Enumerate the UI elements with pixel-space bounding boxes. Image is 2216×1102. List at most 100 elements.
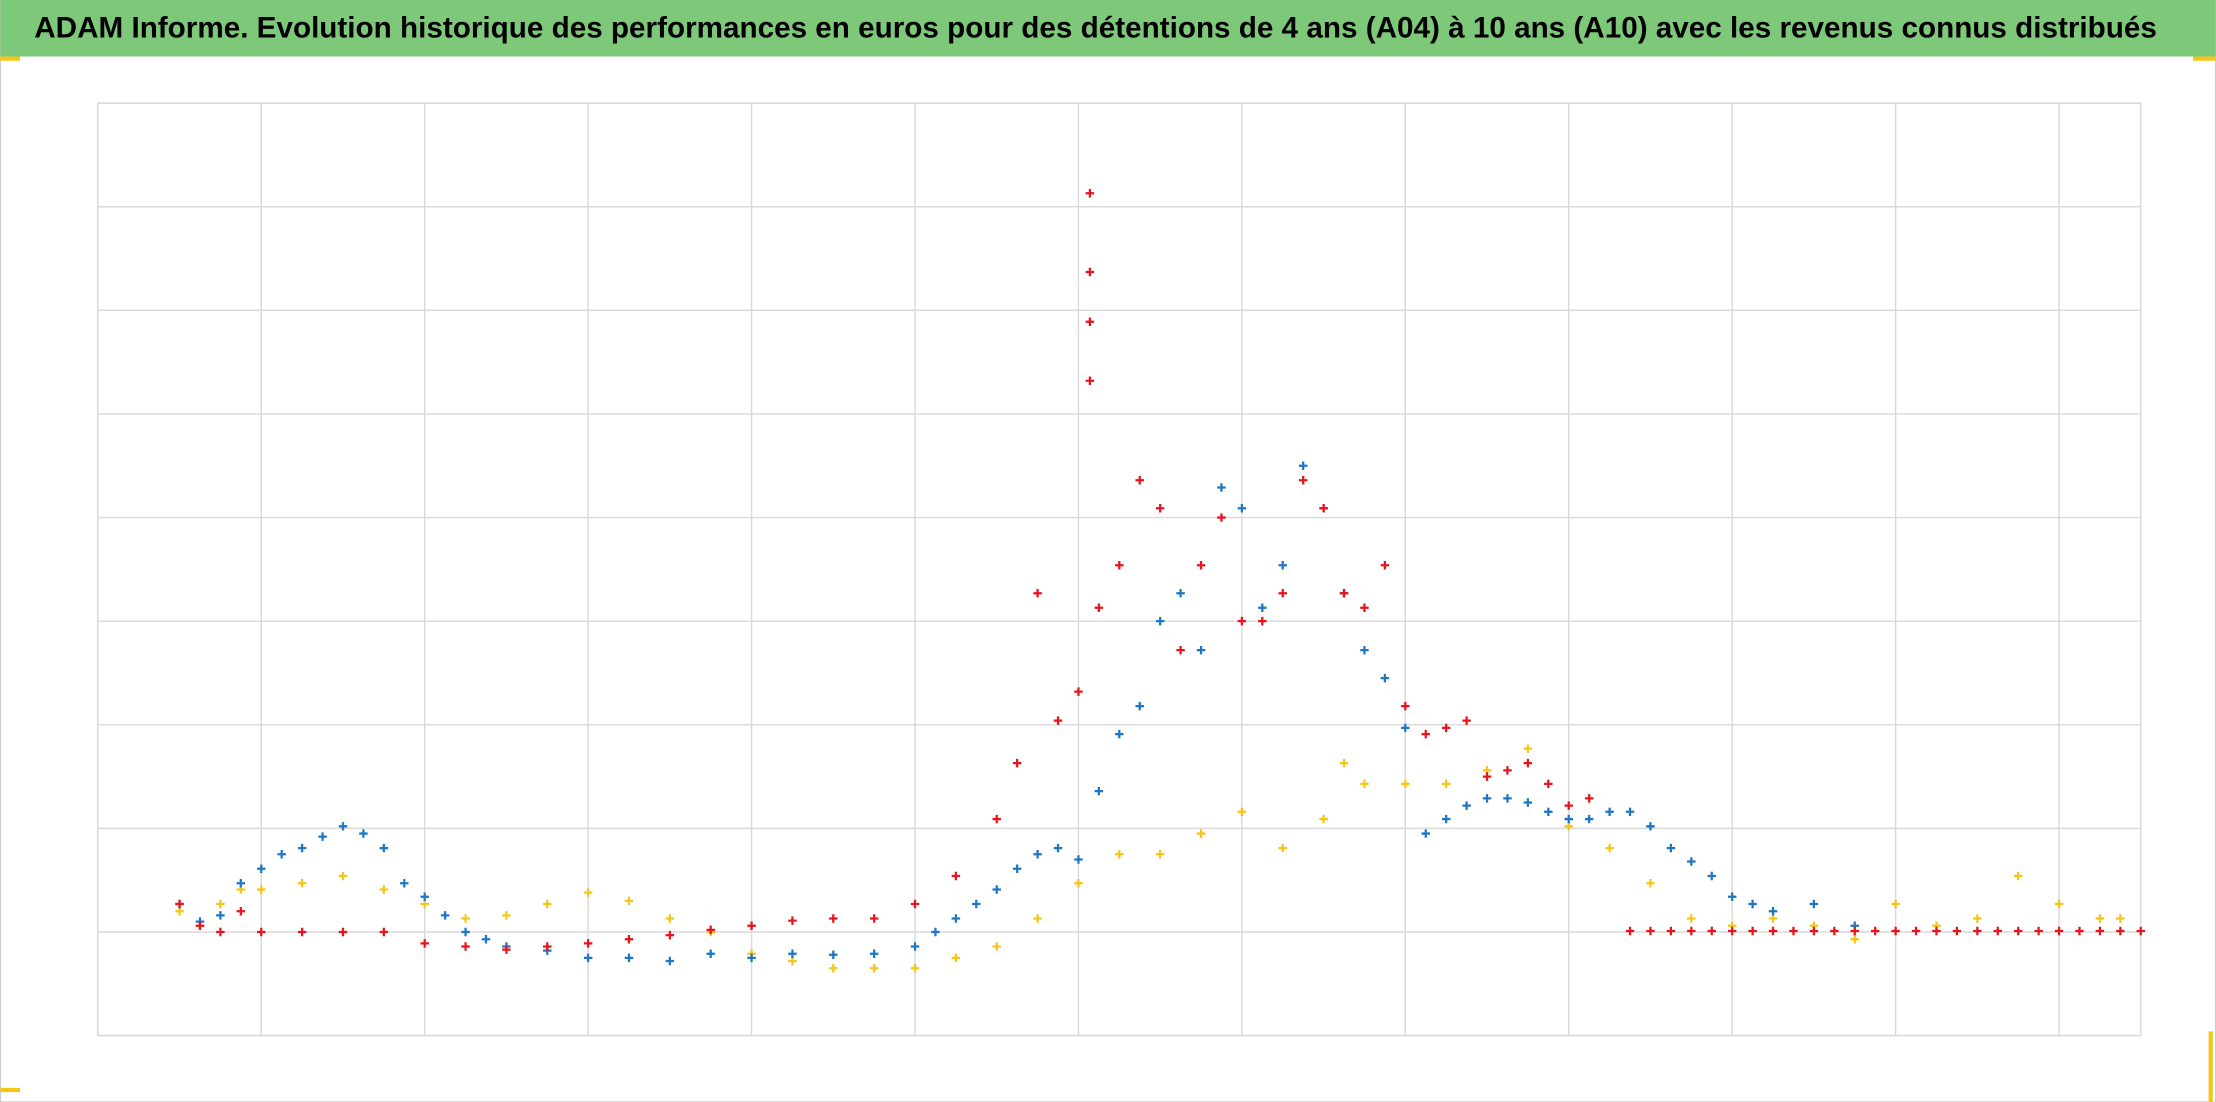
point [1584, 814, 1594, 824]
point [1523, 758, 1533, 768]
point [1085, 189, 1095, 198]
point [1278, 560, 1287, 570]
point [1768, 926, 1778, 936]
point [1085, 267, 1095, 277]
point [1932, 926, 1941, 936]
point [583, 953, 593, 963]
point [338, 871, 348, 881]
point [1094, 786, 1104, 796]
point [1298, 461, 1308, 470]
point [665, 956, 675, 966]
point [910, 899, 920, 909]
point [2095, 914, 2105, 923]
point [1707, 926, 1716, 936]
point [1115, 729, 1124, 739]
point [461, 942, 470, 951]
corner-mark [0, 56, 21, 61]
point [359, 829, 368, 838]
point [1646, 822, 1655, 831]
point [257, 885, 266, 894]
point [1196, 829, 1206, 838]
point [1891, 899, 1900, 909]
point [1401, 723, 1410, 733]
point [1707, 871, 1716, 881]
point [1523, 744, 1533, 753]
point [1155, 850, 1165, 859]
point [1176, 588, 1185, 598]
point [1727, 892, 1737, 902]
point [747, 921, 756, 931]
point [829, 964, 838, 973]
point [338, 927, 348, 937]
point [1727, 926, 1737, 936]
point [992, 885, 1001, 894]
point [1033, 850, 1042, 859]
point [665, 914, 675, 923]
point [1482, 794, 1492, 803]
point [869, 964, 879, 973]
point [1360, 779, 1369, 789]
point [1503, 766, 1512, 775]
point [338, 822, 348, 831]
point [543, 942, 552, 951]
point [1053, 843, 1063, 853]
point [1768, 907, 1778, 916]
point [1196, 560, 1206, 570]
corner-mark [2193, 56, 2216, 61]
point [1421, 729, 1430, 739]
point [869, 914, 879, 923]
point [1462, 716, 1471, 725]
point [1666, 843, 1676, 853]
point [1176, 645, 1185, 655]
point [1319, 814, 1328, 824]
point [502, 911, 511, 920]
point [1564, 814, 1573, 824]
point [788, 949, 797, 958]
point [583, 888, 593, 897]
point [1973, 926, 1982, 936]
point [1380, 560, 1390, 570]
point [1012, 864, 1022, 874]
point [1441, 814, 1451, 824]
point [400, 879, 409, 888]
point [1278, 588, 1287, 598]
point [1625, 807, 1635, 817]
point [829, 950, 838, 960]
point [1094, 603, 1104, 612]
point [1258, 616, 1267, 626]
point [951, 953, 961, 963]
point [440, 911, 450, 920]
point [910, 942, 920, 951]
point [829, 914, 838, 923]
point [1074, 687, 1083, 696]
point [1768, 914, 1778, 923]
point [869, 949, 879, 958]
point [788, 916, 797, 925]
point [257, 864, 266, 874]
point [236, 879, 246, 888]
point [1687, 914, 1696, 923]
point [1074, 855, 1083, 864]
point [461, 914, 470, 923]
point [543, 899, 552, 909]
point [706, 949, 715, 958]
point [1298, 476, 1308, 485]
point [502, 945, 511, 954]
point [624, 896, 634, 906]
point [2116, 914, 2125, 923]
point [1564, 801, 1573, 810]
point [297, 843, 307, 853]
point [216, 927, 225, 937]
point [1441, 723, 1451, 733]
point [1258, 603, 1267, 612]
point [1646, 926, 1655, 936]
point [1196, 645, 1206, 655]
point [1482, 772, 1492, 781]
point [1074, 879, 1083, 888]
point [1789, 926, 1798, 936]
point [1687, 857, 1696, 866]
point [1850, 926, 1859, 936]
point [379, 885, 389, 894]
point [1115, 560, 1124, 570]
